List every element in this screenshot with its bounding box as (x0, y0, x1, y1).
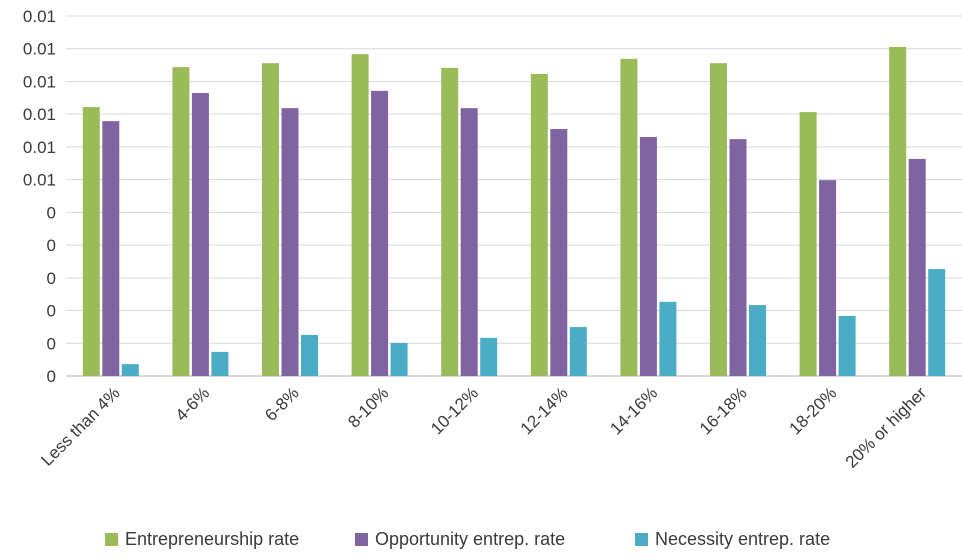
bar (908, 158, 926, 376)
x-tick-label: 8-10% (344, 383, 392, 431)
y-tick-label: 0 (47, 203, 56, 222)
x-tick-label: 6-8% (261, 383, 302, 424)
bar (569, 327, 587, 376)
x-tick-label: 20% or higher (842, 383, 931, 472)
x-tick-label: 18-20% (786, 383, 841, 438)
bar (928, 269, 946, 376)
bar (749, 305, 766, 376)
bar (889, 46, 907, 377)
x-tick-label: 14-16% (606, 383, 661, 438)
bar (371, 90, 389, 376)
bar (172, 67, 190, 377)
bar (281, 108, 299, 376)
y-tick-label: 0.01 (23, 138, 56, 157)
bar (121, 364, 139, 376)
legend-label: Necessity entrep. rate (655, 529, 830, 549)
y-tick-label: 0.01 (23, 40, 56, 59)
bar (530, 73, 548, 377)
bar (819, 180, 837, 376)
y-tick-label: 0.01 (23, 72, 56, 91)
y-tick-label: 0 (47, 269, 56, 288)
bar (301, 334, 318, 376)
legend-swatch (105, 533, 118, 546)
y-tick-label: 0 (47, 367, 56, 386)
y-tick-label: 0.01 (23, 105, 56, 124)
bar (82, 107, 100, 376)
bar (799, 112, 817, 377)
x-tick-label: 10-12% (427, 383, 482, 438)
bar (351, 54, 369, 376)
y-tick-label: 0.01 (23, 7, 56, 26)
y-tick-label: 0.01 (23, 171, 56, 190)
bar (211, 351, 229, 376)
bar (639, 136, 657, 376)
bar (441, 67, 459, 376)
bar (262, 63, 279, 376)
x-tick-label: 12-14% (517, 383, 572, 438)
bar (102, 121, 120, 377)
y-tick-label: 0 (47, 302, 56, 321)
y-tick-labels: 0 0 0 0 0 0 0.01 0.01 0.01 0.01 0.01 0.01 (23, 7, 56, 386)
bar (191, 93, 209, 376)
bar (838, 315, 856, 376)
y-tick-label: 0 (47, 236, 56, 255)
legend: Entrepreneurship rate Opportunity entrep.… (105, 529, 830, 549)
bar (620, 58, 638, 377)
y-tick-label: 0 (47, 334, 56, 353)
x-tick-label: 16-18% (696, 383, 751, 438)
bar (710, 63, 727, 376)
legend-label: Opportunity entrep. rate (375, 529, 565, 549)
bar (729, 139, 747, 376)
legend-label: Entrepreneurship rate (125, 529, 299, 549)
bar (390, 342, 408, 376)
legend-swatch (635, 533, 648, 546)
x-tick-labels: Less than 4% 4-6% 6-8% 8-10% 10-12% 12-14% 14-… (37, 383, 930, 472)
x-tick-label: 4-6% (172, 383, 213, 424)
legend-swatch (355, 533, 368, 546)
bar (659, 301, 677, 376)
bar (550, 129, 568, 376)
x-tick-label: Less than 4% (37, 383, 123, 469)
bar (480, 337, 498, 376)
bars (82, 46, 946, 377)
bar (460, 108, 478, 376)
